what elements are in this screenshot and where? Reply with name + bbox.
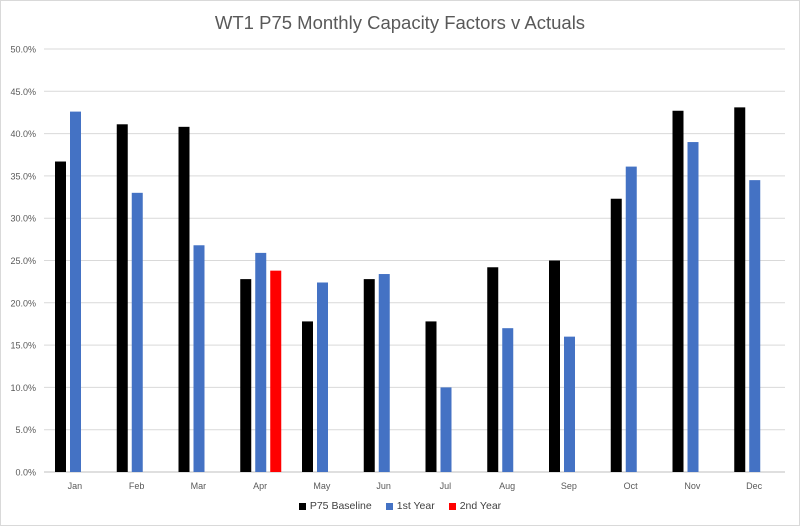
y-tick-label: 10.0%	[10, 383, 36, 393]
y-tick-label: 5.0%	[15, 425, 36, 435]
legend-swatch	[298, 502, 306, 510]
bar-1st-year	[378, 274, 390, 472]
bar-1st-year	[440, 387, 452, 472]
bar-p75-baseline	[610, 198, 622, 472]
bar-p75-baseline	[178, 126, 190, 472]
y-tick-label: 40.0%	[10, 129, 36, 139]
bar-1st-year	[749, 180, 761, 472]
bar-1st-year	[317, 282, 328, 472]
y-tick-label: 25.0%	[10, 256, 36, 266]
bar-1st-year	[255, 252, 267, 472]
bar-p75-baseline	[672, 110, 684, 473]
bar-1st-year	[564, 336, 575, 472]
x-tick-label: Sep	[561, 481, 577, 491]
legend: P75 Baseline 1st Year 2nd Year	[0, 500, 800, 512]
legend-entry: 2nd Year	[448, 500, 502, 512]
x-tick-label: Jan	[68, 481, 83, 491]
bar-1st-year	[131, 192, 143, 472]
bar-1st-year	[70, 111, 81, 472]
bar-p75-baseline	[549, 260, 560, 472]
bar-1st-year	[193, 245, 205, 472]
y-tick-label: 0.0%	[15, 468, 36, 478]
x-tick-label: Jul	[440, 481, 452, 491]
y-tick-label: 15.0%	[10, 341, 36, 351]
bar-p75-baseline	[116, 124, 128, 472]
bar-1st-year	[502, 328, 514, 472]
x-tick-label: Dec	[746, 481, 763, 491]
chart-title: WT1 P75 Monthly Capacity Factors v Actua…	[214, 12, 586, 33]
bar-p75-baseline	[734, 107, 746, 473]
y-tick-label: 30.0%	[10, 214, 36, 224]
x-tick-label: Feb	[129, 481, 145, 491]
y-tick-label: 50.0%	[10, 45, 36, 55]
x-tick-label: Jun	[376, 481, 391, 491]
x-tick-label: May	[313, 481, 331, 491]
bar-p75-baseline	[425, 321, 437, 472]
legend-entry: P75 Baseline	[298, 500, 372, 512]
bar-p75-baseline	[55, 161, 66, 472]
x-tick-label: Nov	[684, 481, 701, 491]
bar-1st-year	[687, 142, 699, 472]
legend-label: 1st Year	[396, 500, 435, 512]
y-tick-label: 45.0%	[10, 87, 36, 97]
legend-swatch	[448, 502, 456, 510]
x-tick-label: Aug	[499, 481, 515, 491]
x-tick-label: Apr	[253, 481, 267, 491]
bar-p75-baseline	[487, 267, 499, 472]
x-tick-label: Mar	[191, 481, 207, 491]
x-tick-label: Oct	[624, 481, 639, 491]
bar-p75-baseline	[363, 279, 375, 472]
legend-swatch	[385, 502, 393, 510]
legend-entry: 1st Year	[385, 500, 435, 512]
bar-2nd-year	[270, 270, 282, 472]
legend-label: P75 Baseline	[309, 500, 372, 512]
bar-p75-baseline	[302, 321, 313, 472]
legend-label: 2nd Year	[459, 500, 502, 512]
y-tick-label: 35.0%	[10, 171, 36, 181]
bar-p75-baseline	[240, 279, 252, 472]
y-tick-label: 20.0%	[10, 298, 36, 308]
bar-1st-year	[625, 166, 637, 472]
